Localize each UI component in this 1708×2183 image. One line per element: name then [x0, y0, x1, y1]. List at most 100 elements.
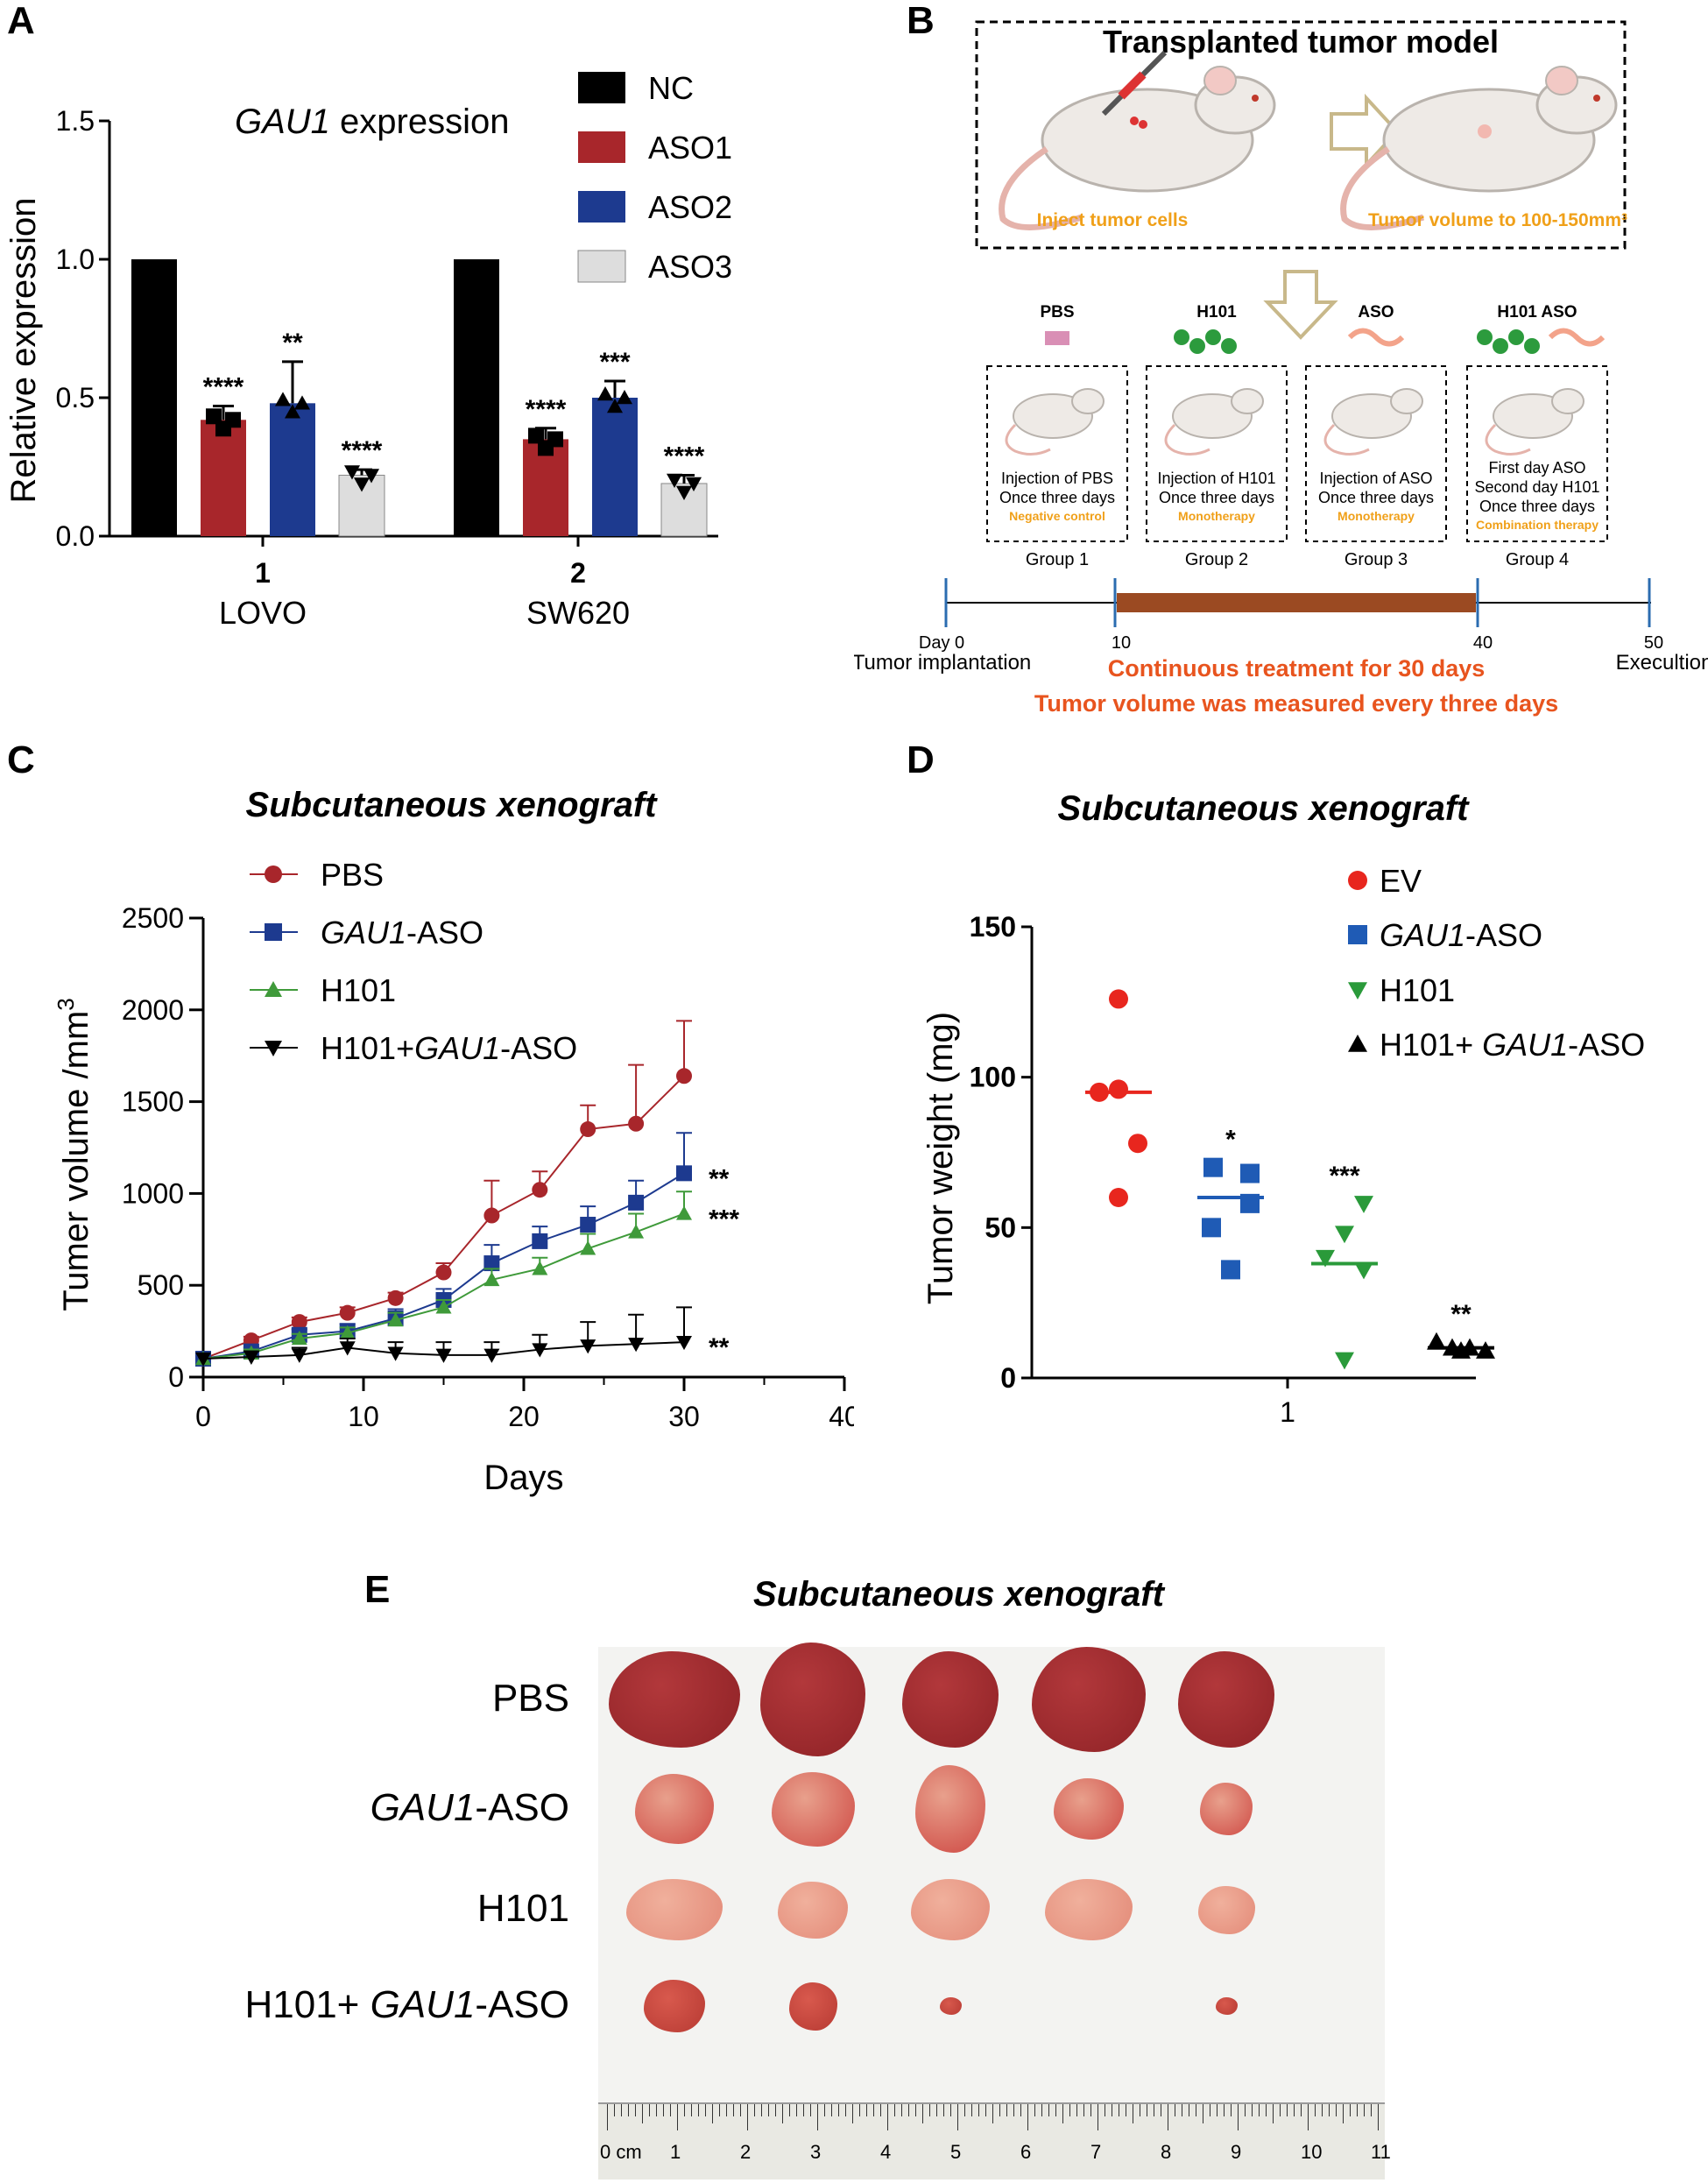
c-legend-label-pre: H101+: [321, 1030, 414, 1066]
panel-a-bars: *********************: [131, 259, 708, 537]
ruler-tick: [1245, 2104, 1246, 2116]
virus-icon: [1524, 338, 1540, 354]
group-line: Injection of ASO: [1319, 470, 1432, 487]
d-data-point: [1354, 1196, 1373, 1213]
ruler-tick: [985, 2104, 986, 2116]
d-legend-marker: [1348, 982, 1367, 1000]
c-data-point: [532, 1233, 548, 1249]
day40-label: 40: [1473, 633, 1493, 653]
d-data-point: [1354, 1261, 1373, 1280]
a-group-name: LOVO: [219, 595, 307, 631]
c-data-point: [532, 1261, 548, 1275]
c-data-point: [532, 1182, 548, 1198]
ruler-tick: [894, 2104, 895, 2116]
group-line: Once three days: [999, 489, 1115, 506]
ruler-tick: [1027, 2104, 1028, 2130]
ruler-tick: [929, 2104, 930, 2116]
c-data-point: [243, 1350, 259, 1365]
panel-b-label: B: [907, 0, 935, 42]
tumor-sample: [644, 1980, 705, 2032]
panel-a-label: A: [7, 0, 35, 42]
c-legend-label-italic: GAU1: [321, 915, 406, 950]
group-header: ASO: [1358, 303, 1394, 321]
c-data-point: [676, 1165, 692, 1182]
panel-d-points: ******: [1085, 989, 1495, 1370]
ruler-tick: [705, 2104, 706, 2116]
d-legend-label-pre: H101+: [1380, 1027, 1482, 1063]
ruler-label: 6: [1020, 2141, 1032, 2163]
measure-note: Tumor volume was measured every three da…: [1034, 690, 1558, 717]
ruler-tick: [1041, 2104, 1042, 2116]
panel-e: E Subcutaneous xenograft PBS GAU1-ASO H101…: [0, 1559, 1708, 2183]
a-data-point: [667, 473, 682, 488]
panel-e-title: Subcutaneous xenograft: [753, 1575, 1164, 1614]
group-name: Group 3: [1345, 550, 1408, 569]
tumor-sample: [1032, 1647, 1146, 1752]
mini-mouse-tail: [1164, 423, 1210, 456]
a-data-point: [285, 404, 300, 419]
mouse-inject-illustration: [999, 50, 1276, 230]
panel-a-group-labels: 1 LOVO 2 SW620: [219, 536, 630, 631]
c-data-point: [291, 1314, 307, 1331]
c-data-point: [291, 1348, 307, 1363]
mini-mouse-head: [1231, 388, 1264, 414]
ruler-tick: [873, 2104, 874, 2116]
a-data-point: [607, 399, 623, 413]
ruler-tick: [859, 2104, 860, 2116]
mini-mouse-tail: [1005, 423, 1051, 456]
ruler-tick: [677, 2104, 678, 2130]
c-series-line: [202, 1212, 685, 1360]
model-title: Transplanted tumor model: [1103, 24, 1499, 60]
tumor-sample: [1178, 1651, 1274, 1748]
a-data-point: [275, 392, 291, 406]
d-ytick-label: 100: [970, 1062, 1016, 1093]
ruler-tick: [950, 2104, 951, 2116]
c-data-point: [676, 1335, 692, 1351]
ruler-tick: [852, 2104, 853, 2123]
c-xtick-label: 0: [195, 1401, 211, 1432]
day0-label: Day 0: [919, 633, 964, 653]
e-row-label-pre: H101: [476, 1887, 569, 1930]
c-legend-marker: [265, 981, 282, 997]
ruler-tick: [803, 2104, 804, 2116]
ruler-label: 3: [810, 2141, 822, 2163]
inject-caption: Inject tumor cells: [1037, 210, 1189, 230]
c-significance: **: [709, 1164, 730, 1193]
e-row-label-italic: GAU1: [370, 1983, 476, 2026]
day50-sub: Execultion: [1616, 651, 1708, 675]
mini-mouse-tail: [1323, 423, 1370, 456]
ruler-tick: [824, 2104, 825, 2116]
ruler: 0 cm 1 2 3 4 5 6 7 8 9 10 11: [598, 2102, 1391, 2179]
panel-d: D Subcutaneous xenograft Tumor weight (m…: [907, 738, 1645, 1428]
c-data-point: [580, 1217, 596, 1233]
group-tag: Monotherapy: [1178, 509, 1255, 523]
d-data-point: [1476, 1341, 1495, 1359]
d-data-point: [1128, 1134, 1147, 1154]
c-ytick-label: 1000: [122, 1177, 184, 1209]
group-header: H101: [1196, 303, 1237, 321]
ruler-tick: [1266, 2104, 1267, 2116]
panel-d-ticks: 0 50 100 150: [970, 911, 1032, 1394]
a-data-point: [344, 465, 360, 480]
mini-mouse-head: [1390, 388, 1423, 414]
virus-icon: [1221, 338, 1237, 354]
tumor-sample: [788, 1982, 837, 2031]
c-legend-marker: [265, 865, 282, 883]
ruler-label: 1: [670, 2141, 681, 2163]
ruler-tick: [1280, 2104, 1281, 2116]
panel-e-label: E: [364, 1568, 391, 1611]
a-bar: [131, 259, 177, 536]
c-data-point: [483, 1207, 500, 1224]
ruler-tick: [992, 2104, 993, 2123]
group-line: Once three days: [1318, 489, 1434, 506]
d-data-point: [1335, 1352, 1354, 1370]
d-legend-label: EV: [1380, 863, 1422, 899]
ruler-tick: [712, 2104, 713, 2123]
a-data-point: [354, 477, 370, 492]
ruler-tick: [761, 2104, 762, 2116]
tumor-sample: [902, 1651, 999, 1748]
c-data-point: [676, 1068, 692, 1084]
ruler-tick: [831, 2104, 832, 2116]
a-data-point: [676, 485, 692, 500]
